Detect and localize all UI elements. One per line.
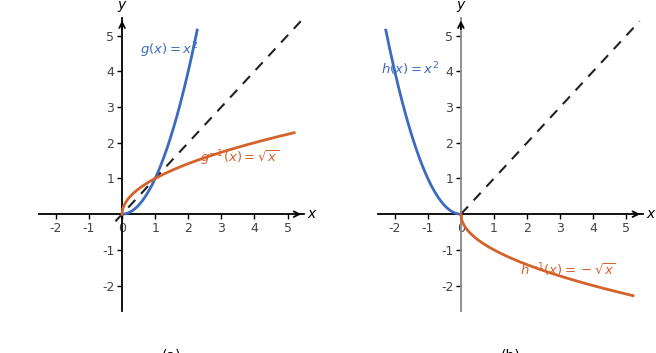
Text: $h(x) = x^2$: $h(x) = x^2$ [382,60,440,78]
Text: $g(x) = x^2$: $g(x) = x^2$ [140,41,199,60]
Text: $g^{-1}(x) = \sqrt{x}$: $g^{-1}(x) = \sqrt{x}$ [200,149,279,168]
Text: $x$: $x$ [308,207,318,221]
Text: (a): (a) [162,349,182,353]
Text: $y$: $y$ [117,0,127,14]
Text: (b): (b) [501,349,520,353]
Text: $x$: $x$ [646,207,656,221]
Text: $y$: $y$ [455,0,466,14]
Text: $h^{-1}(x) = -\sqrt{x}$: $h^{-1}(x) = -\sqrt{x}$ [520,262,616,280]
